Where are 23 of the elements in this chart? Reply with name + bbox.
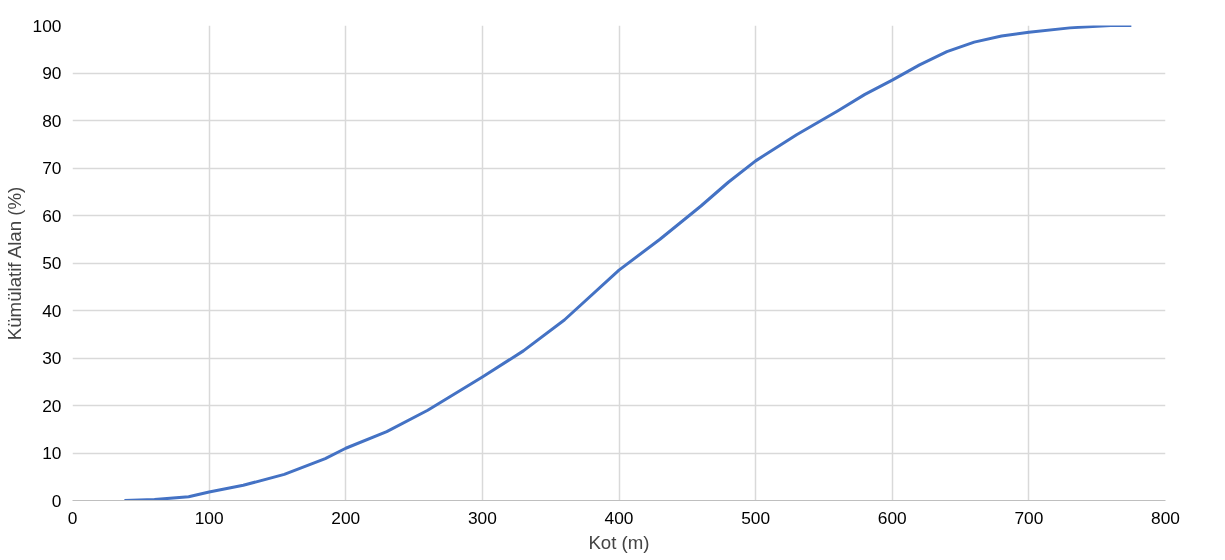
x-tick-label: 100 xyxy=(194,507,224,528)
y-tick-label: 70 xyxy=(42,158,62,178)
x-tick-label: 400 xyxy=(604,507,634,528)
y-tick-label: 30 xyxy=(42,348,62,368)
y-tick-label: 80 xyxy=(42,110,62,131)
line-series xyxy=(122,25,1133,501)
y-tick-label: 10 xyxy=(42,443,62,463)
x-tick-label: 800 xyxy=(1151,507,1180,528)
y-tick-label: 50 xyxy=(42,253,62,273)
x-tick-label: 700 xyxy=(1014,507,1044,528)
y-tick-label: 90 xyxy=(42,63,62,83)
x-axis-title: Kot (m) xyxy=(588,531,650,553)
y-tick-label: 60 xyxy=(42,205,62,226)
x-tick-label: 300 xyxy=(467,507,497,528)
y-tick-label: 40 xyxy=(42,300,62,321)
x-tick-label: 0 xyxy=(67,507,78,528)
y-tick-label: 100 xyxy=(32,15,62,36)
x-tick-label: 600 xyxy=(877,507,907,528)
y-tick-label: 20 xyxy=(42,395,62,416)
y-tick-label: 0 xyxy=(51,490,62,511)
x-tick-label: 200 xyxy=(331,507,361,528)
x-tick-label: 500 xyxy=(741,507,771,528)
y-axis-title: Kümülatif Alan (%) xyxy=(3,186,25,341)
